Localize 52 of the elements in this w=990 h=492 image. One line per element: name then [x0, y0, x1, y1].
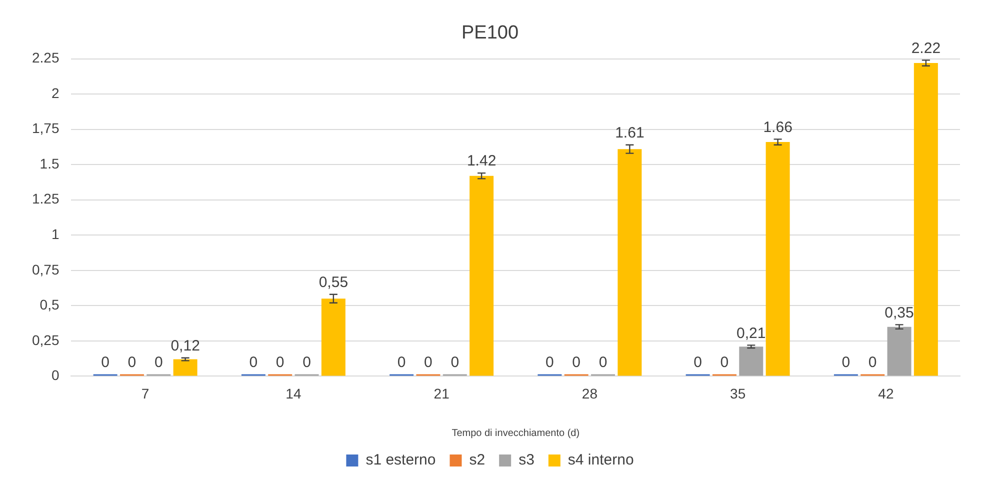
x-axis-title: Tempo di invecchiamento (d) — [452, 428, 580, 439]
data-label: 0 — [694, 354, 702, 371]
y-tick-label: 2.25 — [32, 50, 60, 66]
legend-label: s3 — [518, 452, 534, 469]
data-label: 0 — [450, 354, 460, 371]
bar — [914, 63, 938, 376]
data-label: 0 — [249, 354, 258, 371]
data-label: 0 — [546, 354, 554, 371]
y-tick-label: 1 — [51, 226, 60, 242]
bar — [618, 149, 642, 376]
bar — [887, 326, 912, 376]
y-tick-label: 0,25 — [32, 332, 60, 348]
chart-title: PE100 — [461, 22, 519, 44]
y-tick-label: 0 — [51, 367, 60, 384]
data-label: 0,35 — [884, 304, 914, 322]
data-label: 1.42 — [466, 152, 496, 170]
y-tick-label: 1.5 — [40, 155, 60, 172]
data-label: 0 — [868, 354, 877, 371]
data-label: 0,55 — [318, 274, 348, 292]
y-tick-label: 0,5 — [40, 296, 60, 313]
legend-label: s1 esterno — [366, 452, 436, 469]
y-tick-label: 2 — [51, 84, 60, 101]
data-label: 1.66 — [763, 118, 792, 136]
data-label: 0 — [572, 354, 581, 371]
data-label: 0 — [720, 354, 729, 371]
bar — [321, 298, 346, 376]
y-tick-label: 0,75 — [32, 261, 60, 278]
data-label: 0 — [154, 354, 163, 371]
data-label: 0 — [128, 354, 136, 371]
bar — [766, 142, 790, 376]
data-label: 0 — [598, 354, 608, 371]
data-label: 0,12 — [170, 338, 200, 354]
y-tick-label: 1.25 — [32, 190, 60, 207]
data-label: 0 — [397, 354, 406, 371]
x-tick-label: 21 — [434, 385, 450, 402]
data-label: 0 — [842, 354, 850, 371]
x-tick-label: 7 — [141, 385, 150, 402]
legend-label: s4 interno — [568, 452, 634, 469]
legend-label: s2 — [469, 452, 486, 469]
data-label: 0 — [424, 354, 432, 371]
y-tick-label: 1,75 — [32, 120, 60, 136]
x-tick-label: 14 — [286, 385, 302, 402]
data-label: 0,21 — [736, 324, 766, 342]
data-label: 1.61 — [615, 124, 644, 142]
bar — [470, 176, 494, 376]
data-label: 0 — [276, 354, 284, 371]
data-label: 0 — [101, 354, 110, 371]
data-label: 0 — [302, 354, 311, 371]
x-tick-label: 28 — [582, 385, 598, 402]
x-tick-label: 42 — [878, 385, 894, 402]
data-label: 2.22 — [911, 40, 941, 57]
x-tick-label: 35 — [730, 385, 746, 402]
